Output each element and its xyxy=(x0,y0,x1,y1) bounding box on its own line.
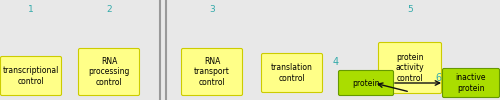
Text: translation
control: translation control xyxy=(271,63,313,83)
FancyBboxPatch shape xyxy=(378,42,442,94)
Text: 4: 4 xyxy=(333,57,339,67)
Text: protein
activity
control: protein activity control xyxy=(396,53,424,83)
Text: protein: protein xyxy=(352,78,380,88)
Text: 2: 2 xyxy=(106,6,112,14)
Text: RNA
transport
control: RNA transport control xyxy=(194,57,230,87)
Text: 3: 3 xyxy=(209,6,215,14)
FancyBboxPatch shape xyxy=(262,54,322,92)
FancyBboxPatch shape xyxy=(442,68,500,98)
Text: transcriptional
control: transcriptional control xyxy=(3,66,59,86)
Text: inactive
protein: inactive protein xyxy=(456,73,486,93)
Text: 1: 1 xyxy=(28,6,34,14)
Text: 6: 6 xyxy=(435,73,441,83)
FancyBboxPatch shape xyxy=(78,48,140,96)
Text: 5: 5 xyxy=(407,6,413,14)
Text: RNA
processing
control: RNA processing control xyxy=(88,57,130,87)
FancyBboxPatch shape xyxy=(0,56,62,96)
FancyBboxPatch shape xyxy=(182,48,242,96)
FancyBboxPatch shape xyxy=(338,70,394,96)
